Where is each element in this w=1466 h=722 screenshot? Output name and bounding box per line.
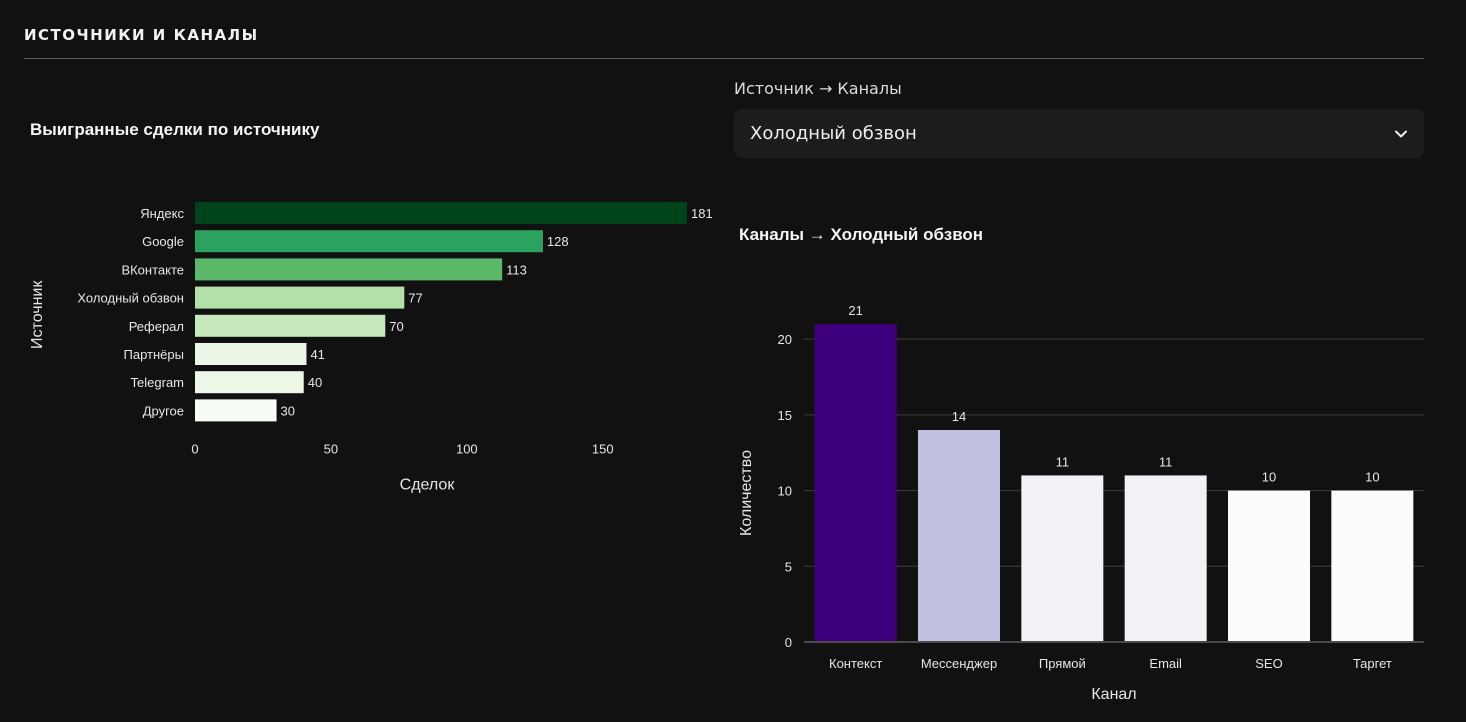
y-tick-label: Партнёры [124, 347, 184, 362]
chevron-down-icon [1395, 130, 1407, 137]
bar-3 [1124, 475, 1207, 642]
y-axis-title: Количество [738, 450, 755, 536]
bar-5 [195, 343, 307, 365]
y-tick-label: 20 [778, 332, 792, 347]
y-tick-label: Telegram [131, 375, 184, 390]
channel-bar-chart: 0 5 10 15 20 21 Контекст 14 Мессенджер 11 Прямой 11… [738, 303, 1424, 703]
y-axis-title: Источник [29, 280, 46, 349]
left-chart-title: Выигранные сделки по источнику [30, 120, 320, 139]
data-label: 40 [308, 375, 322, 390]
y-tick-label: ВКонтакте [121, 262, 184, 277]
source-bar-chart: Яндекс 181 Google 128 ВКонтакте 113 Холодный о… [29, 202, 713, 494]
bar-4 [1228, 490, 1310, 642]
y-tick-label: 0 [785, 635, 792, 650]
bar-0 [814, 324, 897, 642]
right-chart-title: Каналы → Холодный обзвон [739, 225, 984, 244]
data-label: 70 [389, 319, 403, 334]
data-label: 41 [310, 347, 324, 362]
data-label: 21 [848, 303, 862, 318]
y-tick-label: Google [142, 234, 184, 249]
bar-3 [195, 286, 405, 309]
data-label: 113 [506, 262, 527, 277]
data-label: 77 [408, 291, 422, 306]
bar-4 [195, 314, 386, 337]
bar-0 [195, 202, 687, 224]
x-tick-label: Email [1149, 656, 1182, 671]
source-select-label: Источник → Каналы [734, 79, 902, 98]
y-tick-label: Холодный обзвон [77, 291, 184, 306]
section-divider [24, 58, 1424, 59]
data-label: 11 [1056, 454, 1070, 469]
x-axis-title: Сделок [400, 477, 456, 494]
y-tick-label: 5 [785, 559, 792, 574]
x-tick-label: Таргет [1353, 656, 1392, 671]
bar-1 [195, 230, 543, 253]
data-label: 181 [691, 206, 713, 221]
y-tick-label: 15 [778, 408, 792, 423]
x-tick-label: Мессенджер [921, 656, 997, 671]
x-tick-label: SEO [1255, 656, 1282, 671]
x-tick-label: 100 [456, 442, 478, 457]
data-label: 10 [1365, 470, 1379, 485]
bar-2 [195, 258, 503, 281]
data-label: 11 [1159, 454, 1173, 469]
y-tick-label: 10 [778, 484, 792, 499]
x-tick-label: 0 [191, 442, 198, 457]
x-tick-label: Контекст [829, 656, 882, 671]
bar-5 [1331, 490, 1414, 642]
y-tick-label: Реферал [129, 319, 184, 334]
data-label: 14 [952, 409, 966, 424]
data-label: 10 [1262, 470, 1276, 485]
source-select-value: Холодный обзвон [750, 123, 917, 144]
bar-2 [1021, 475, 1104, 642]
bar-6 [195, 371, 304, 394]
x-tick-label: 150 [592, 442, 614, 457]
x-tick-label: Прямой [1039, 656, 1086, 671]
x-axis-title: Канал [1091, 686, 1136, 703]
bar-1 [918, 430, 1000, 642]
y-tick-label: Другое [143, 403, 184, 418]
x-tick-label: 50 [324, 442, 338, 457]
bar-7 [195, 399, 277, 422]
data-label: 30 [281, 403, 295, 418]
source-select[interactable]: Холодный обзвон [734, 109, 1424, 158]
data-label: 128 [547, 234, 569, 249]
y-tick-label: Яндекс [140, 206, 184, 221]
section-title: ИСТОЧНИКИ И КАНАЛЫ [24, 26, 259, 44]
